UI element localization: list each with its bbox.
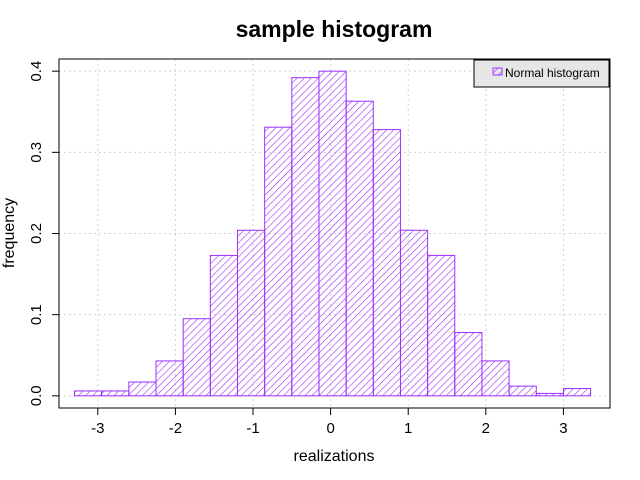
x-tick-label: -2 [169, 420, 182, 437]
y-tick-label: 0.4 [28, 61, 45, 82]
x-tick-label: 2 [482, 420, 490, 437]
y-axis-label: frequency [1, 198, 18, 268]
histogram-bar [345, 100, 374, 397]
histogram-bar [481, 360, 510, 397]
x-tick-label: -3 [91, 420, 104, 437]
y-tick-label: 0.2 [28, 223, 45, 244]
x-tick-label: 1 [404, 420, 412, 437]
legend-swatch [492, 67, 503, 76]
histogram-bar [182, 318, 211, 397]
x-tick-label: -1 [246, 420, 259, 437]
histogram-bar [101, 390, 130, 397]
legend-entry-label: Normal histogram [505, 66, 600, 80]
histogram-bar [562, 388, 592, 397]
histogram-bar [128, 381, 157, 397]
y-tick-label: 0.1 [28, 304, 45, 325]
chart-title: sample histogram [236, 16, 433, 42]
histogram-bar [318, 70, 347, 397]
histogram-bars [74, 70, 592, 397]
histogram-bar [264, 126, 293, 397]
histogram-bar [236, 229, 266, 397]
histogram-bar [209, 254, 238, 397]
histogram-bar [291, 77, 320, 397]
histogram-bar [399, 229, 429, 397]
histogram-bar [508, 385, 537, 397]
y-axis: 0.0 0.1 0.2 0.3 0.4 [28, 61, 60, 406]
histogram-bar [535, 392, 564, 397]
histogram-bar [155, 360, 184, 397]
x-axis-label: realizations [294, 448, 375, 465]
x-axis: -3 -2 -1 0 1 2 3 [91, 407, 568, 437]
histogram-bar [454, 332, 483, 397]
histogram-bar [372, 129, 401, 397]
legend: Normal histogram [473, 59, 610, 88]
y-tick-label: 0.0 [28, 385, 45, 406]
x-tick-label: 0 [326, 420, 334, 437]
histogram-bar [427, 254, 456, 397]
y-tick-label: 0.3 [28, 142, 45, 163]
x-tick-label: 3 [559, 420, 567, 437]
histogram-bar [74, 390, 103, 397]
